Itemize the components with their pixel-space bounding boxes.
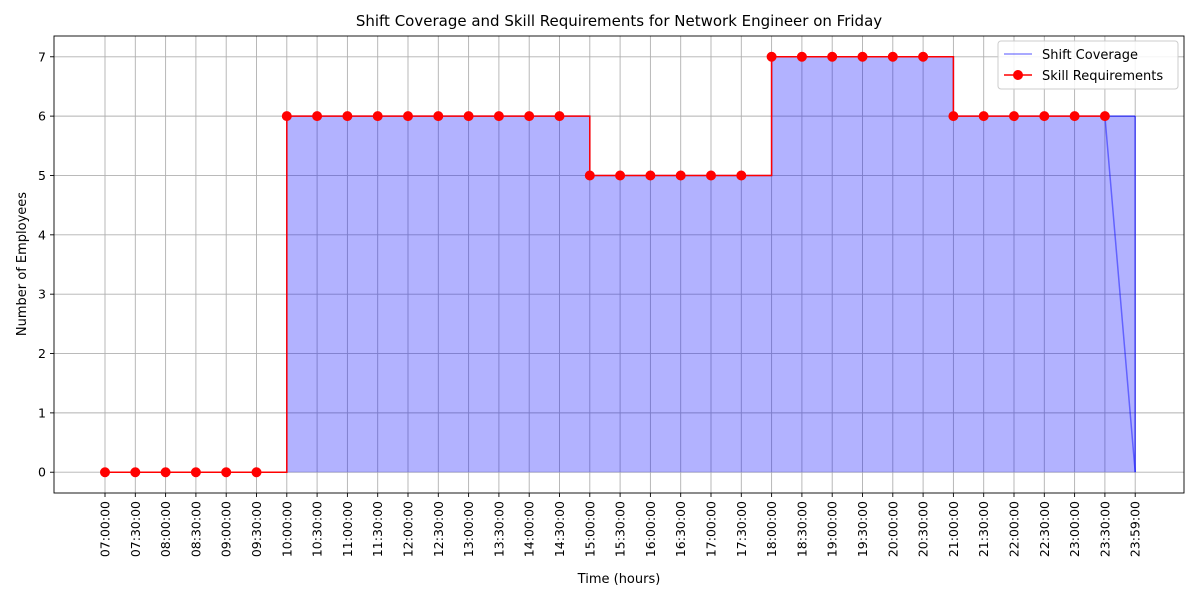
skill-requirements-point: [493, 111, 504, 122]
skill-requirements-point: [615, 170, 626, 181]
x-tick-label: 22:30:00: [1037, 501, 1052, 557]
skill-requirements-point: [372, 111, 383, 122]
skill-requirements-point: [403, 111, 413, 122]
skill-requirements-point: [190, 467, 201, 478]
skill-requirements-point: [524, 111, 535, 122]
skill-requirements-point: [251, 467, 262, 478]
skill-requirements-point: [675, 170, 686, 181]
y-tick-label: 7: [38, 49, 46, 64]
x-tick-label: 11:00:00: [340, 501, 355, 557]
skill-requirements-point: [645, 170, 656, 181]
skill-requirements-point: [706, 170, 716, 181]
chart-title: Shift Coverage and Skill Requirements fo…: [356, 12, 882, 30]
x-tick-label: 15:00:00: [582, 501, 597, 557]
skill-requirements-point: [554, 111, 565, 122]
x-tick-label: 14:30:00: [552, 501, 567, 557]
y-axis-label: Number of Employees: [15, 192, 30, 336]
x-tick-label: 10:30:00: [310, 501, 325, 557]
skill-requirements-point: [1009, 111, 1019, 122]
skill-requirements-point: [312, 111, 323, 122]
skill-requirements-point: [584, 170, 595, 181]
x-tick-label: 09:00:00: [219, 501, 234, 557]
x-tick-label: 18:30:00: [794, 501, 809, 557]
skill-requirements-line: [105, 56, 1105, 473]
legend: Shift Coverage Skill Requirements: [997, 40, 1179, 90]
skill-requirements-point: [433, 111, 444, 122]
skill-requirements-point: [1039, 111, 1050, 122]
x-tick-label: 11:30:00: [370, 501, 385, 557]
x-tick-label: 07:30:00: [128, 501, 143, 557]
skill-requirements-point: [827, 51, 838, 62]
x-tick-label: 23:30:00: [1097, 501, 1112, 557]
x-tick-label: 18:00:00: [764, 501, 779, 557]
y-tick-label: 0: [38, 465, 46, 480]
x-axis-label: Time (hours): [577, 572, 661, 587]
shift-coverage-fill: [105, 56, 1136, 473]
legend-box: [997, 40, 1179, 90]
y-tick-label: 1: [38, 405, 46, 420]
skill-requirements-point: [100, 467, 110, 478]
x-tick-label: 21:00:00: [946, 501, 961, 557]
skill-requirements-point: [342, 111, 353, 122]
skill-requirements-point: [221, 467, 232, 478]
legend-label-shift-coverage: Shift Coverage: [1042, 48, 1138, 63]
y-tick-label: 5: [38, 168, 46, 183]
skill-requirements-point: [160, 467, 171, 478]
legend-label-skill-requirements: Skill Requirements: [1042, 69, 1163, 84]
x-tick-label: 19:30:00: [855, 501, 870, 557]
skill-requirements-point: [978, 111, 989, 122]
x-tick-label: 20:30:00: [916, 501, 931, 557]
skill-requirements-point: [766, 51, 777, 62]
x-tick-label: 10:00:00: [279, 501, 294, 557]
y-tick-label: 3: [38, 287, 46, 302]
x-tick-label: 17:30:00: [734, 501, 749, 557]
skill-requirements-point: [887, 51, 898, 62]
x-tick-label: 23:59:00: [1128, 501, 1143, 557]
x-tick-label: 22:00:00: [1007, 501, 1022, 557]
skill-requirements-point: [1099, 111, 1110, 122]
skill-requirements-point: [796, 51, 807, 62]
skill-requirements-point: [948, 111, 959, 122]
x-tick-label: 16:30:00: [673, 501, 688, 557]
legend-marker-skill-requirements: [1013, 70, 1023, 80]
x-tick-label: 16:00:00: [643, 501, 658, 557]
x-tick-label: 15:30:00: [613, 501, 628, 557]
x-tick-label: 13:00:00: [461, 501, 476, 557]
skill-requirements-point: [918, 51, 929, 62]
x-tick-label: 08:30:00: [188, 501, 203, 557]
skill-requirements-point: [1069, 111, 1080, 122]
x-tick-label: 21:30:00: [976, 501, 991, 557]
skill-requirements-point: [130, 467, 141, 478]
skill-requirements-point: [736, 170, 747, 181]
x-tick-label: 17:00:00: [704, 501, 719, 557]
skill-requirements-point: [857, 51, 868, 62]
x-tick-label: 07:00:00: [98, 501, 113, 557]
axis-ticks: 07:00:00 07:30:00 08:00:00 08:30:00 09:00:00…: [38, 49, 1143, 557]
y-tick-label: 4: [38, 227, 46, 242]
x-tick-label: 08:00:00: [158, 501, 173, 557]
x-tick-label: 12:30:00: [431, 501, 446, 557]
x-tick-label: 23:00:00: [1067, 501, 1082, 557]
x-tick-label: 19:00:00: [825, 501, 840, 557]
plot-frame: [53, 35, 1185, 494]
x-tick-label: 20:00:00: [885, 501, 900, 557]
x-tick-label: 13:30:00: [491, 501, 506, 557]
skill-requirements-point: [463, 111, 474, 122]
x-tick-label: 12:00:00: [401, 501, 416, 557]
skill-requirements-series: [100, 51, 1110, 478]
x-tick-label: 14:00:00: [522, 501, 537, 557]
y-tick-label: 6: [38, 109, 46, 124]
skill-requirements-point: [281, 111, 292, 122]
y-tick-label: 2: [38, 346, 46, 361]
x-tick-label: 09:30:00: [249, 501, 264, 557]
